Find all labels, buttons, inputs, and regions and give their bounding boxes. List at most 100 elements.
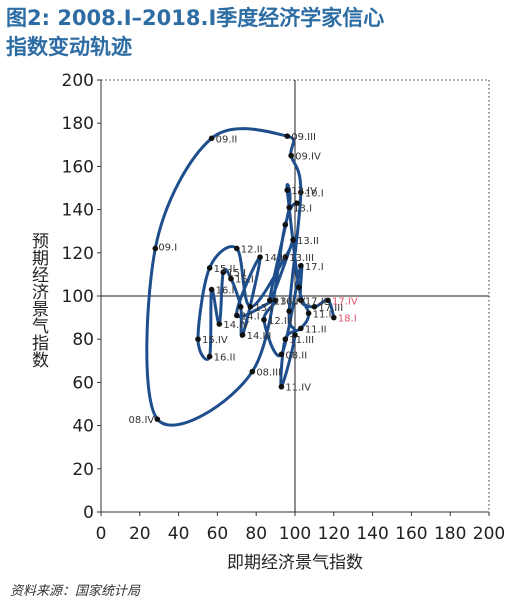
- data-point: [237, 304, 244, 310]
- data-point-label: 17.IV: [332, 296, 358, 307]
- data-point-label: 13.IV: [274, 296, 300, 307]
- data-point: [206, 353, 213, 360]
- data-point-label: 15.I: [235, 275, 254, 286]
- data-point: [220, 269, 227, 276]
- data-point: [298, 325, 304, 332]
- y-tick-label: 200: [62, 71, 94, 91]
- x-tick-label: 120: [318, 524, 350, 544]
- data-point-label: 17.III: [318, 303, 343, 314]
- data-point: [282, 336, 289, 343]
- data-point-label: 13.II: [297, 236, 319, 247]
- data-point: [206, 265, 213, 271]
- data-point-label: 11.IV: [285, 383, 311, 394]
- data-point: [286, 204, 292, 211]
- data-point: [239, 332, 246, 338]
- data-point-label: 09.I: [158, 242, 177, 253]
- data-point-label: 16.I: [216, 286, 235, 297]
- data-point: [247, 304, 254, 310]
- data-point: [311, 304, 318, 310]
- data-point-label: 17.II: [305, 296, 327, 307]
- x-tick-label: 0: [96, 524, 107, 544]
- data-point: [257, 254, 263, 260]
- x-tick-label: 60: [207, 524, 229, 544]
- data-point-label: 15.I: [227, 268, 246, 279]
- labels-layer: 08.III 08.IV 09.I 09.II 09.III 09.IV 10.I 11.IV…: [129, 132, 358, 426]
- data-point: [284, 133, 291, 139]
- y-tick-label: 40: [72, 417, 94, 437]
- data-point: [152, 245, 159, 252]
- data-point: [296, 284, 302, 291]
- data-point: [284, 187, 291, 193]
- data-point-label: 12.II: [241, 244, 263, 255]
- data-point: [288, 152, 294, 159]
- data-point-label: 12.III: [268, 316, 293, 327]
- chart-title-line-2: 指数变动轨迹: [6, 35, 132, 59]
- data-point: [278, 383, 285, 390]
- data-point: [261, 316, 267, 323]
- data-point: [292, 332, 298, 338]
- data-point-label: 18.I: [338, 314, 357, 325]
- data-point: [272, 297, 279, 304]
- x-tick-label: 40: [168, 524, 190, 544]
- y-tick-label: 180: [62, 114, 94, 134]
- data-point-label: 08.III: [256, 368, 281, 379]
- x-tick-label: 160: [395, 524, 427, 544]
- y-axis-label: 预期经济景气指数: [28, 232, 49, 368]
- data-point-label: 12.IV: [291, 186, 317, 197]
- data-point-label: 14.II: [264, 253, 286, 264]
- data-point: [282, 221, 289, 228]
- data-point-label: 09.II: [216, 134, 238, 145]
- data-point: [325, 297, 331, 304]
- x-tick-label: 20: [129, 524, 151, 544]
- y-tick-label: 60: [72, 373, 94, 393]
- data-point: [331, 314, 337, 321]
- x-tick-label: 180: [434, 524, 466, 544]
- data-point: [234, 312, 240, 319]
- data-point-label: 08.IV: [129, 415, 155, 426]
- x-tick-label: 140: [356, 524, 388, 544]
- data-point-label: 17.I: [305, 262, 324, 273]
- data-point: [266, 297, 273, 304]
- data-point: [154, 416, 161, 422]
- data-point: [208, 135, 215, 142]
- y-tick-label: 120: [62, 244, 94, 264]
- x-axis-label: 即期经济景气指数: [227, 553, 363, 573]
- data-point: [290, 237, 296, 243]
- data-point-label: 14.IV: [223, 320, 249, 331]
- data-point: [208, 286, 215, 293]
- data-point-label: 15.IV: [202, 335, 228, 346]
- data-point: [298, 297, 304, 304]
- data-point-label: 11.III: [289, 335, 314, 346]
- x-tick-label: 80: [245, 524, 267, 544]
- x-tick-label: 200: [473, 524, 505, 544]
- data-point-label: 09.III: [291, 132, 316, 143]
- axes-layer: 0 20 40 60 80 100 120 140 160 180 200 0 20 40 60 80 100 1…: [28, 71, 505, 573]
- y-tick-label: 100: [62, 287, 94, 307]
- data-point-label: 11.II: [305, 324, 327, 335]
- y-tick-label: 20: [72, 460, 94, 480]
- y-tick-label: 0: [83, 503, 94, 523]
- data-point-label: 16.IV: [280, 296, 306, 307]
- data-point-label: 16.II: [214, 352, 236, 363]
- data-point: [305, 310, 312, 317]
- source-note: 资料来源：国家统计局: [10, 584, 141, 599]
- chart-title: 图2: 2008.Ⅰ–2018.Ⅰ季度经济学家信心 指数变动轨迹: [6, 4, 514, 62]
- data-point: [195, 336, 201, 343]
- x-tick-label: 100: [279, 524, 311, 544]
- data-point-label: 13.III: [289, 253, 314, 264]
- points-layer: [152, 133, 337, 422]
- data-point: [228, 275, 234, 282]
- data-point: [298, 189, 304, 196]
- data-point: [294, 200, 300, 206]
- data-point-label: 11.I: [313, 309, 332, 320]
- y-tick-label: 140: [62, 201, 94, 221]
- data-point-label: 14.I: [241, 311, 260, 322]
- y-tick-label: 160: [62, 157, 94, 177]
- data-point: [286, 308, 292, 314]
- chart-title-line-1: 图2: 2008.Ⅰ–2018.Ⅰ季度经济学家信心: [6, 6, 385, 30]
- data-point: [298, 262, 304, 269]
- data-point-label: 09.IV: [295, 152, 321, 163]
- data-point: [249, 368, 256, 375]
- data-point-label: 08.II: [285, 350, 307, 361]
